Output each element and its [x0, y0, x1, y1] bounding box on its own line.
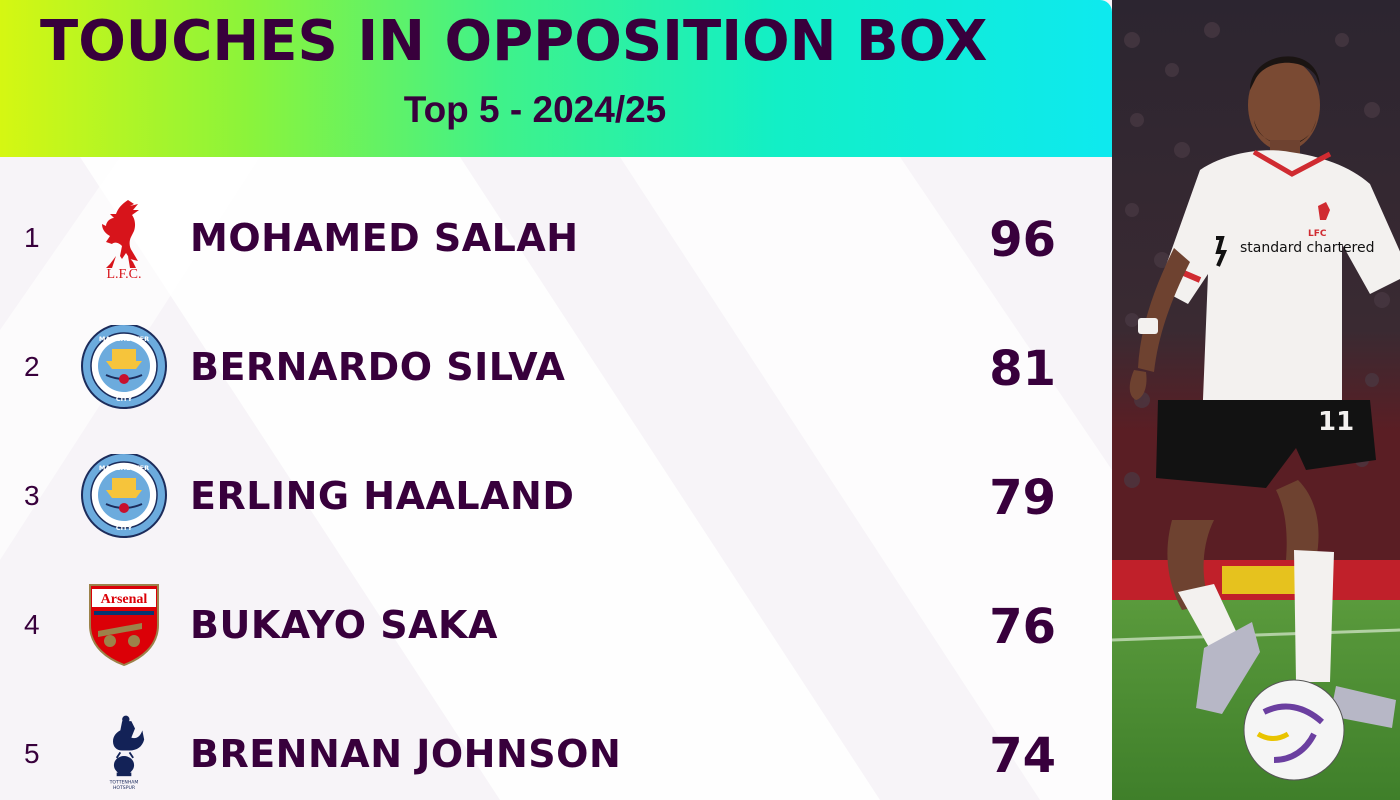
- stat-value: 81: [989, 341, 1056, 397]
- stat-value: 79: [989, 470, 1056, 526]
- manchester-city-crest-icon: MANCHESTER CITY: [76, 452, 172, 550]
- player-name: BUKAYO SAKA: [190, 603, 498, 647]
- player-name: ERLING HAALAND: [190, 474, 575, 518]
- svg-text:CITY: CITY: [116, 524, 133, 532]
- badge-text: MANCHESTER: [99, 335, 149, 343]
- arsenal-crest-icon: Arsenal: [76, 583, 172, 679]
- player-photo: LFC standard chartered 11: [1112, 0, 1400, 800]
- shirt-badge-text: LFC: [1308, 229, 1327, 239]
- stat-value: 96: [989, 212, 1056, 268]
- badge-text: Arsenal: [101, 592, 148, 607]
- svg-text:CITY: CITY: [116, 395, 133, 403]
- rank-number: 4: [24, 609, 40, 640]
- player-name: BERNARDO SILVA: [190, 345, 566, 389]
- shorts-number: 11: [1318, 407, 1354, 437]
- tottenham-crest-icon: TOTTENHAM HOTSPUR: [76, 712, 172, 800]
- liverpool-crest-icon: L.F.C.: [76, 196, 172, 292]
- table-row: 5 TOTTENHAM HOTSPUR BRENNAN JOHNSON 74: [0, 712, 1112, 800]
- manchester-city-crest-icon: MANCHESTER CITY: [76, 323, 172, 421]
- badge-text: L.F.C.: [106, 267, 141, 282]
- table-row: 2 MANCHESTER CITY BERNARDO SILVA 81: [0, 323, 1112, 453]
- badge-text: MANCHESTER: [99, 464, 149, 472]
- page-subtitle: Top 5 - 2024/25: [403, 89, 667, 130]
- table-row: 4 Arsenal BUKAYO SAKA 76: [0, 583, 1112, 711]
- rank-number: 1: [24, 222, 40, 253]
- header-banner: TOUCHES IN OPPOSITION BOX Top 5 - 2024/2…: [0, 0, 1112, 157]
- table-row: 3 MANCHESTER CITY ERLING HAALAND 79: [0, 452, 1112, 582]
- stat-value: 76: [989, 599, 1056, 655]
- table-row: 1 L.F.C. MOHAMED SALAH 96: [0, 196, 1112, 324]
- leaderboard-panel: TOUCHES IN OPPOSITION BOX Top 5 - 2024/2…: [0, 0, 1112, 800]
- player-name: MOHAMED SALAH: [190, 216, 579, 260]
- rank-number: 2: [24, 351, 40, 382]
- badge-text: TOTTENHAM: [109, 780, 139, 786]
- shirt-sponsor: standard chartered: [1240, 240, 1375, 256]
- rank-number: 3: [24, 480, 40, 511]
- svg-text:HOTSPUR: HOTSPUR: [113, 785, 136, 791]
- rank-number: 5: [24, 738, 40, 769]
- player-name: BRENNAN JOHNSON: [190, 732, 622, 776]
- page-title: TOUCHES IN OPPOSITION BOX: [40, 9, 988, 74]
- stat-value: 74: [989, 728, 1056, 784]
